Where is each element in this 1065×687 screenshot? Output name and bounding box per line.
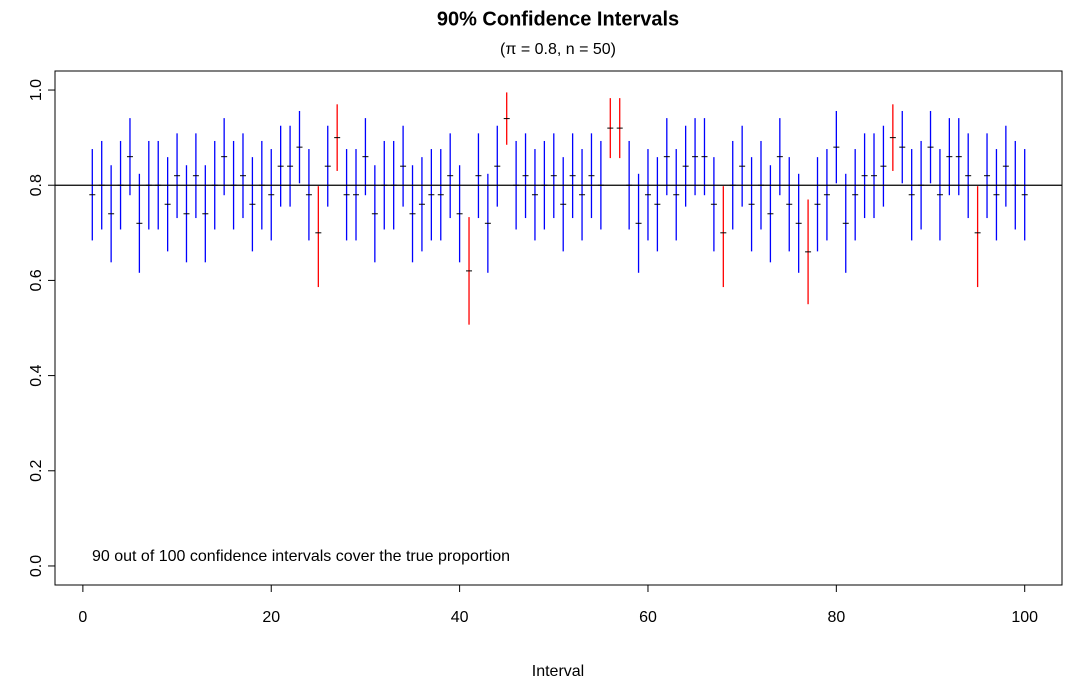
x-tick-label: 20 bbox=[262, 609, 280, 626]
plot-frame bbox=[54, 70, 1063, 586]
x-axis-label: Interval bbox=[532, 663, 584, 680]
x-tick-label: 0 bbox=[78, 609, 87, 626]
x-tick-label: 60 bbox=[639, 609, 657, 626]
x-tick-label: 80 bbox=[827, 609, 845, 626]
y-tick-label: 0.0 bbox=[28, 555, 45, 577]
chart-title: 90% Confidence Intervals bbox=[437, 8, 679, 30]
y-tick-label: 0.4 bbox=[28, 364, 45, 386]
y-tick-label: 1.0 bbox=[28, 79, 45, 101]
annotation: 90 out of 100 confidence intervals cover… bbox=[92, 548, 510, 565]
x-tick-label: 40 bbox=[451, 609, 469, 626]
y-tick-label: 0.2 bbox=[28, 460, 45, 482]
y-tick-label: 0.8 bbox=[28, 174, 45, 196]
y-tick-label: 0.6 bbox=[28, 269, 45, 291]
x-tick-label: 100 bbox=[1011, 609, 1038, 626]
chart-subtitle: (π = 0.8, n = 50) bbox=[500, 41, 616, 58]
